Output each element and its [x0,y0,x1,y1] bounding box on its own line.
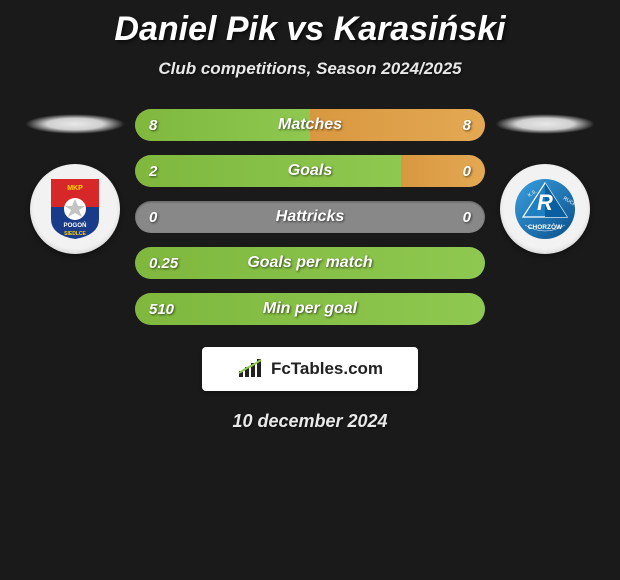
comparison-infographic: Daniel Pik vs Karasiński Club competitio… [0,0,620,442]
right-player-column: R K.S. RUCH CHORZÓW [495,109,595,254]
stat-value-right: 0 [463,163,471,180]
stat-value-right: 0 [463,209,471,226]
svg-text:MKP: MKP [67,185,83,192]
svg-text:R: R [537,190,553,215]
stat-bar: 0 Hattricks 0 [135,201,485,233]
stat-value-left: 510 [149,301,174,318]
main-row: MKP POGOŃ SIEDLCE 8 Matches 8 2 Goals 0 0 Hattr… [0,109,620,325]
stat-bar: 8 Matches 8 [135,109,485,141]
subtitle: Club competitions, Season 2024/2025 [0,59,620,79]
bar-chart-icon [237,359,265,379]
branding-badge[interactable]: FcTables.com [202,347,418,391]
svg-text:POGOŃ: POGOŃ [63,221,87,229]
stat-value-left: 8 [149,117,157,134]
branding-text: FcTables.com [271,359,383,379]
player-shadow-left [25,114,125,134]
date-line: 10 december 2024 [0,411,620,432]
stat-bar: 0.25 Goals per match [135,247,485,279]
player-shadow-right [495,114,595,134]
stat-bar: 510 Min per goal [135,293,485,325]
stat-label: Matches [278,116,342,134]
stat-label: Min per goal [263,300,357,318]
left-player-column: MKP POGOŃ SIEDLCE [25,109,125,254]
club-badge-right: R K.S. RUCH CHORZÓW [500,164,590,254]
stat-value-right: 8 [463,117,471,134]
stat-label: Goals [288,162,332,180]
svg-text:SIEDLCE: SIEDLCE [64,231,86,237]
club-badge-left: MKP POGOŃ SIEDLCE [30,164,120,254]
stats-column: 8 Matches 8 2 Goals 0 0 Hattricks 0 0.25 Goals per… [135,109,485,325]
stat-value-left: 2 [149,163,157,180]
ruch-chorzow-crest-icon: R K.S. RUCH CHORZÓW [513,177,577,241]
stat-value-left: 0 [149,209,157,226]
svg-text:CHORZÓW: CHORZÓW [528,222,563,231]
stat-fill-right [401,155,485,187]
stat-label: Hattricks [276,208,344,226]
stat-fill-left [135,155,401,187]
page-title: Daniel Pik vs Karasiński [0,10,620,49]
stat-label: Goals per match [247,254,372,272]
pogon-siedlce-crest-icon: MKP POGOŃ SIEDLCE [47,177,103,241]
stat-value-left: 0.25 [149,255,178,272]
stat-bar: 2 Goals 0 [135,155,485,187]
